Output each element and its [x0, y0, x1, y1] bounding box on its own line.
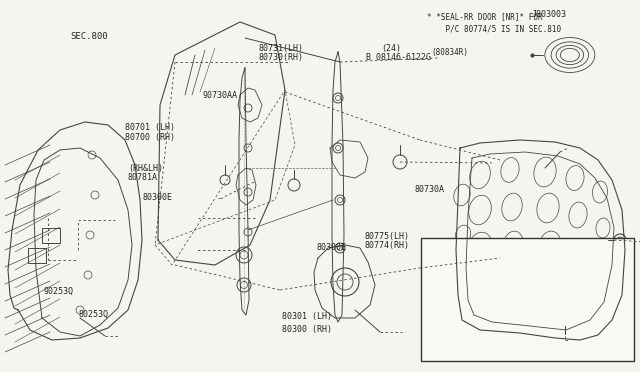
Text: 80730A: 80730A: [415, 185, 445, 194]
Text: 90253Q: 90253Q: [44, 287, 74, 296]
Text: B 08146-6122G: B 08146-6122G: [366, 53, 431, 62]
Text: 80730(RH): 80730(RH): [259, 53, 303, 62]
Text: 80700 (RH): 80700 (RH): [125, 133, 175, 142]
Text: 80774(RH): 80774(RH): [365, 241, 410, 250]
Text: (RH&LH): (RH&LH): [128, 164, 163, 173]
Text: 80731(LH): 80731(LH): [259, 44, 303, 53]
Bar: [42, 228, 60, 243]
Text: 80300E: 80300E: [317, 243, 347, 252]
Text: P/C 80774/5 IS IN SEC.810: P/C 80774/5 IS IN SEC.810: [427, 24, 561, 33]
Text: 80300 (RH): 80300 (RH): [282, 325, 332, 334]
Text: 80701 (LH): 80701 (LH): [125, 124, 175, 132]
Text: J803003: J803003: [531, 10, 566, 19]
Bar: [28, 248, 46, 263]
Text: 80775(LH): 80775(LH): [365, 232, 410, 241]
Text: 90730AA: 90730AA: [202, 92, 237, 100]
Text: * *SEAL-RR DOOR [NR]* FOR: * *SEAL-RR DOOR [NR]* FOR: [427, 12, 543, 21]
FancyBboxPatch shape: [421, 238, 634, 361]
Text: 80300E: 80300E: [142, 193, 172, 202]
Text: (24): (24): [381, 44, 401, 53]
Text: 80781A: 80781A: [128, 173, 158, 182]
Text: (80834R): (80834R): [431, 48, 468, 57]
Text: 80253Q: 80253Q: [78, 310, 108, 319]
Text: SEC.800: SEC.800: [70, 32, 108, 41]
Text: 80301 (LH): 80301 (LH): [282, 312, 332, 321]
